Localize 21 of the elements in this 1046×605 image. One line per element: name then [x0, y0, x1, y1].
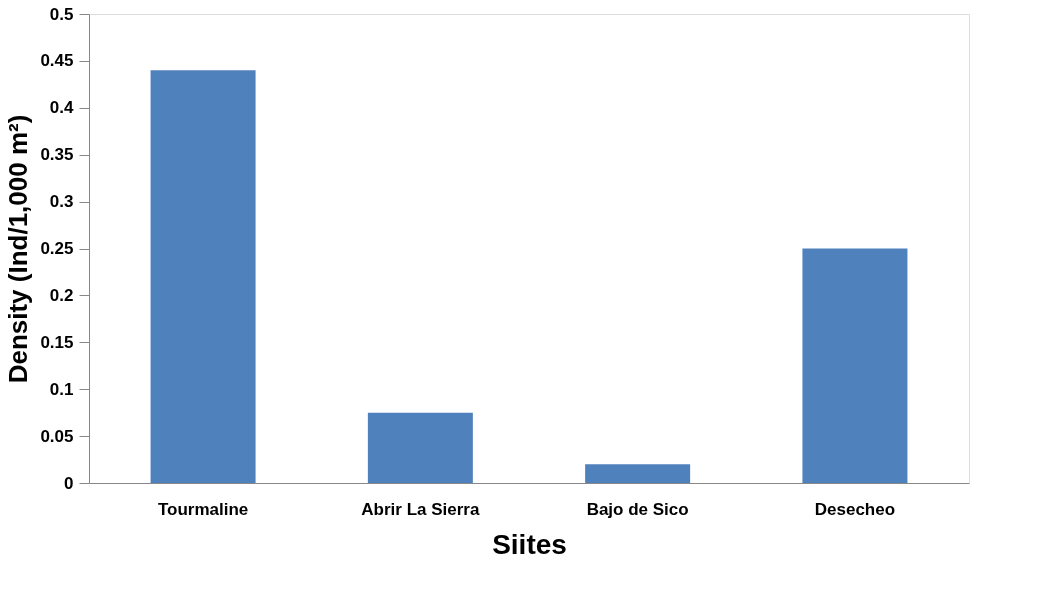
- y-axis-title: Density (Ind/1,000 m²): [3, 114, 34, 384]
- x-tick-label: Abrir La Sierra: [361, 499, 480, 519]
- y-tick-label: 0.35: [40, 145, 74, 165]
- y-tick-label: 0.25: [40, 239, 74, 258]
- x-tick-label: Desecheo: [814, 499, 896, 519]
- x-tick-label: Bajo de Sico: [586, 499, 689, 519]
- bar: [585, 464, 691, 483]
- x-tick-label: Tourmaline: [157, 499, 249, 519]
- y-tick-label: 0.4: [49, 98, 75, 118]
- bar: [150, 70, 256, 483]
- y-tick-label: 0.3: [49, 192, 74, 212]
- y-tick-label: 0.05: [40, 426, 74, 446]
- y-tick-label: 0.5: [49, 4, 74, 24]
- y-tick-label: 0.45: [40, 51, 74, 71]
- y-tick-label: 0.1: [49, 379, 74, 399]
- x-axis-title: Siites: [492, 528, 567, 560]
- y-tick-label: 0.15: [40, 332, 74, 352]
- bar: [802, 248, 908, 483]
- y-tick-label: 0.2: [49, 285, 74, 305]
- y-tick-label: 0: [64, 473, 74, 493]
- bar: [367, 412, 473, 483]
